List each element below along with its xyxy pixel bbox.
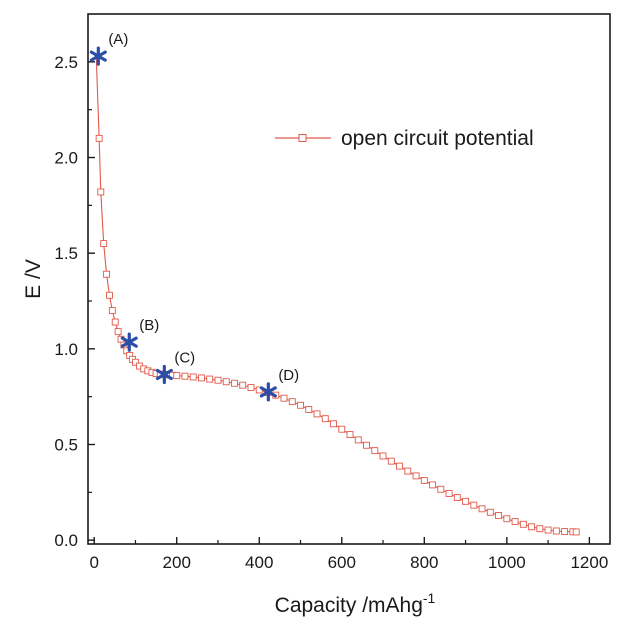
asterisk-marker <box>259 382 277 402</box>
data-point <box>181 372 189 380</box>
data-point <box>297 401 304 409</box>
data-point <box>106 291 113 299</box>
data-point <box>305 406 313 413</box>
data-point <box>486 508 494 516</box>
data-point <box>321 415 329 423</box>
y-tick-label: 1.5 <box>54 244 78 263</box>
asterisk-stroke <box>155 368 173 381</box>
data-point <box>280 394 288 402</box>
y-tick-label: 1.0 <box>54 340 78 359</box>
data-point <box>222 378 230 386</box>
y-tick-label: 2.5 <box>54 53 78 72</box>
data-point <box>132 358 139 366</box>
data-point <box>511 518 519 526</box>
x-tick-label: 800 <box>410 553 438 572</box>
data-point <box>519 520 527 528</box>
annotation-label: (D) <box>278 367 299 384</box>
data-point <box>346 431 354 439</box>
data-point <box>189 373 197 381</box>
x-tick-label: 0 <box>89 553 98 572</box>
asterisk-marker <box>155 364 173 385</box>
data-point <box>420 477 428 484</box>
data-point <box>387 457 395 465</box>
y-tick-label: 2.0 <box>54 149 78 168</box>
data-point <box>429 481 437 489</box>
data-point <box>338 425 346 433</box>
data-point <box>111 318 119 326</box>
data-point <box>103 270 111 278</box>
data-point <box>173 372 181 380</box>
plot-frame <box>87 13 611 545</box>
data-point <box>445 490 453 497</box>
annotation-label: (A) <box>108 31 128 48</box>
plot-layer: 0 200 400 600 800 1000 1200 0.0 0.5 1.0 1.5 2.0 2.5 C… <box>22 13 611 617</box>
x-tick-label: 200 <box>163 553 191 572</box>
data-point <box>462 497 470 505</box>
data-point <box>313 410 321 418</box>
data-point <box>371 447 379 455</box>
asterisk-marker <box>89 46 107 66</box>
asterisk-stroke <box>120 336 138 348</box>
x-tick-label: 600 <box>328 553 356 572</box>
x-axis-title-superscript: -1 <box>423 590 436 606</box>
asterisk-marker <box>120 332 138 352</box>
data-point <box>495 512 503 519</box>
data-point <box>231 379 238 387</box>
data-point <box>453 494 461 501</box>
data-point <box>470 501 478 509</box>
data-point <box>404 467 412 475</box>
data-point <box>288 398 296 406</box>
data-point <box>198 374 205 382</box>
y-tick-label: 0.5 <box>54 436 78 455</box>
annotation-label: (C) <box>174 349 195 366</box>
data-point <box>412 472 420 480</box>
data-point <box>552 527 560 535</box>
data-point <box>544 526 552 534</box>
data-point <box>354 436 362 444</box>
data-point <box>95 134 103 142</box>
y-axis-title: E /V <box>22 259 45 299</box>
data-point <box>396 462 403 470</box>
asterisk-stroke <box>259 386 277 398</box>
data-point <box>108 307 116 315</box>
data-point <box>239 381 247 389</box>
y-tick-label: 0.0 <box>54 531 78 550</box>
data-point <box>503 515 511 523</box>
data-point <box>536 525 544 533</box>
data-point <box>528 523 536 531</box>
data-point <box>363 441 370 449</box>
data-point <box>437 485 445 493</box>
annotation-label: (B) <box>139 317 159 334</box>
data-point <box>206 375 214 383</box>
asterisk-stroke <box>89 50 107 62</box>
x-axis-title: Capacity /mAhg-1 <box>275 590 436 617</box>
data-point <box>114 328 122 336</box>
data-point <box>214 376 222 384</box>
data-point <box>478 505 486 513</box>
data-point <box>100 240 108 248</box>
x-tick-label: 1000 <box>488 553 526 572</box>
legend-marker <box>298 134 307 142</box>
data-point <box>379 452 387 460</box>
data-point <box>330 420 337 428</box>
legend-label: open circuit potential <box>341 127 534 150</box>
data-point <box>572 528 580 536</box>
data-point <box>247 384 255 391</box>
data-point <box>97 188 105 196</box>
x-tick-label: 400 <box>245 553 273 572</box>
x-tick-label: 1200 <box>570 553 608 572</box>
data-point <box>561 528 569 536</box>
